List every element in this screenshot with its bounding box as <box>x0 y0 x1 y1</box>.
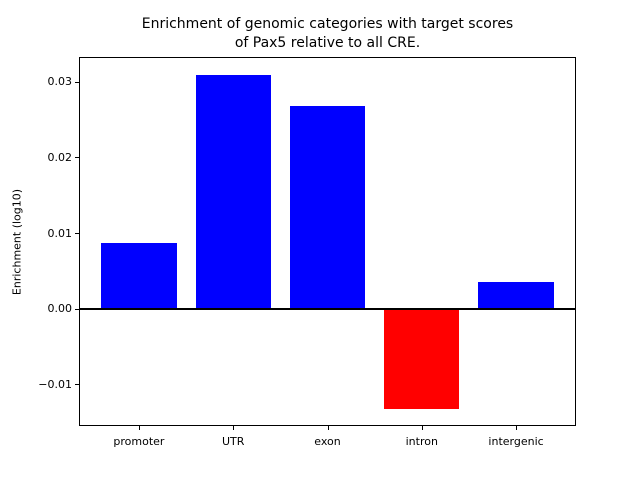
y-tick-label: 0.02 <box>47 150 73 164</box>
x-tick-label-exon: exon <box>314 435 341 448</box>
y-tick-mark <box>75 308 79 310</box>
y-tick-label: 0.01 <box>47 226 73 240</box>
x-tick-label-intergenic: intergenic <box>488 435 544 448</box>
x-tick-label-UTR: UTR <box>221 435 245 448</box>
bar-exon <box>289 106 366 310</box>
y-tick-mark <box>75 233 79 235</box>
y-tick-mark <box>75 81 79 83</box>
bar-intergenic <box>478 281 554 310</box>
y-axis-label: Enrichment (log10) <box>10 188 24 296</box>
x-tick-mark <box>516 426 518 430</box>
bar-intron <box>384 309 460 410</box>
bar-UTR <box>195 75 271 310</box>
x-tick-label-promoter: promoter <box>113 435 165 448</box>
bar-promoter <box>101 243 177 310</box>
chart-title: Enrichment of genomic categories with ta… <box>141 16 514 51</box>
plot-area: 0.03 0.02 0.01 0.00 −0.01 promoter UTR exon intr… <box>38 57 576 448</box>
zero-line <box>80 308 575 311</box>
x-tick-mark <box>421 426 423 430</box>
y-tick-label: 0.03 <box>47 75 73 89</box>
y-tick-label: 0.00 <box>47 302 73 316</box>
x-tick-mark <box>233 426 235 430</box>
x-tick-label-intron: intron <box>405 435 438 448</box>
y-tick-mark <box>75 157 79 159</box>
y-tick-label: −0.01 <box>38 377 72 391</box>
x-tick-mark <box>327 426 329 430</box>
y-tick-mark <box>75 384 79 386</box>
x-tick-mark <box>138 426 140 430</box>
